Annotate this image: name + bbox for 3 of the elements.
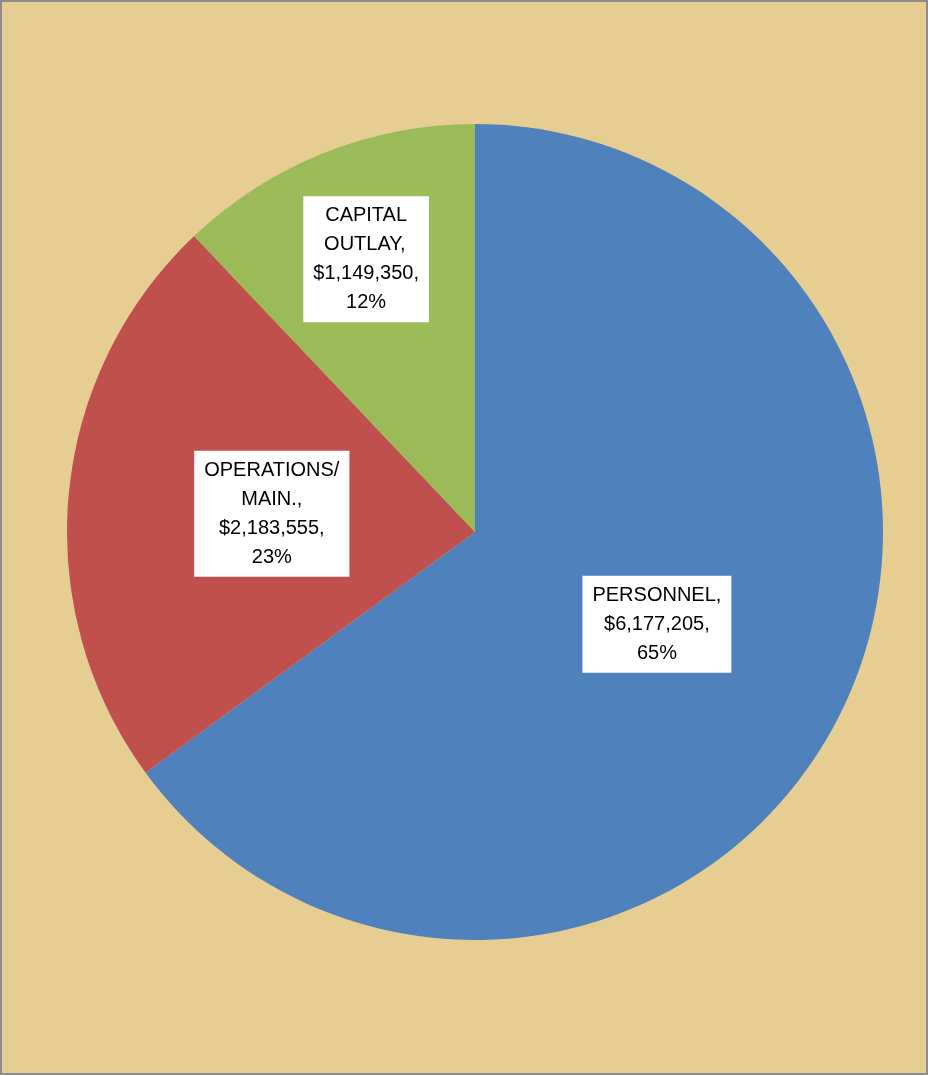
slice-label: PERSONNEL, $6,177,205, 65% <box>592 582 722 663</box>
slice-label: OPERATIONS/ MAIN., $2,183,555, 23% <box>204 457 340 567</box>
slice-label: CAPITAL OUTLAY, $1,149,350, 12% <box>313 203 419 313</box>
